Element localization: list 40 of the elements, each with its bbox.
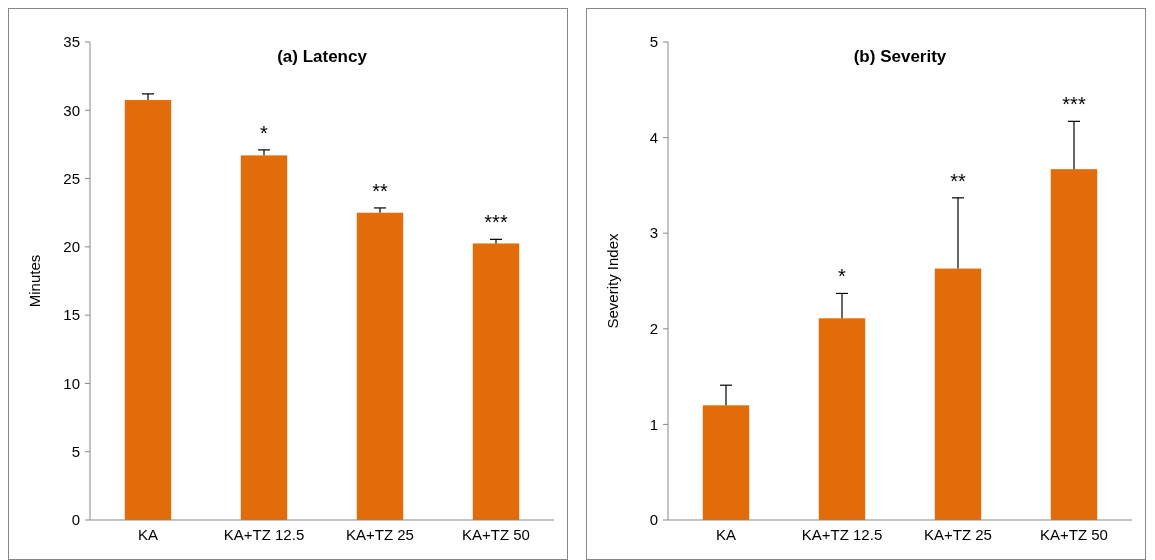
y-tick-label: 2: [649, 320, 658, 338]
bar: [1050, 169, 1098, 520]
y-axis-title: Severity Index: [604, 232, 621, 329]
y-tick-label: 35: [63, 33, 80, 51]
bar: [240, 155, 288, 520]
y-tick-label: 20: [63, 238, 80, 256]
bar: [818, 318, 866, 520]
y-tick-label: 5: [71, 442, 80, 460]
annotation: ***: [1062, 93, 1086, 116]
y-tick-label: 30: [63, 101, 80, 119]
annotation: ***: [484, 211, 508, 234]
bar: [472, 243, 520, 520]
y-axis-title: Minutes: [26, 254, 43, 308]
chart-title: (b) Severity: [853, 47, 947, 66]
y-tick-label: 0: [649, 511, 658, 529]
y-tick-label: 0: [71, 511, 80, 529]
bar: [124, 100, 172, 520]
annotation: *: [838, 265, 847, 288]
annotation: **: [372, 179, 388, 202]
y-tick-label: 25: [63, 169, 80, 187]
bar: [702, 405, 750, 520]
x-tick-label: KA: [715, 526, 737, 543]
y-tick-label: 5: [649, 33, 658, 51]
y-tick-label: 4: [649, 128, 658, 146]
annotation: **: [950, 169, 966, 192]
y-tick-label: 3: [649, 224, 658, 242]
chart-title: (a) Latency: [277, 47, 368, 66]
y-tick-label: 1: [649, 415, 658, 433]
x-tick-label: KA+TZ 50: [1040, 526, 1108, 543]
x-tick-label: KA+TZ 25: [346, 526, 414, 543]
x-tick-label: KA+TZ 12.5: [801, 526, 883, 543]
x-tick-label: KA: [137, 526, 159, 543]
x-tick-label: KA+TZ 50: [462, 526, 530, 543]
bar: [356, 212, 404, 520]
x-tick-label: KA+TZ 12.5: [223, 526, 305, 543]
y-tick-label: 10: [63, 374, 80, 392]
bar: [934, 268, 982, 520]
x-tick-label: KA+TZ 25: [924, 526, 992, 543]
y-tick-label: 15: [63, 306, 80, 324]
annotation: *: [260, 121, 269, 144]
